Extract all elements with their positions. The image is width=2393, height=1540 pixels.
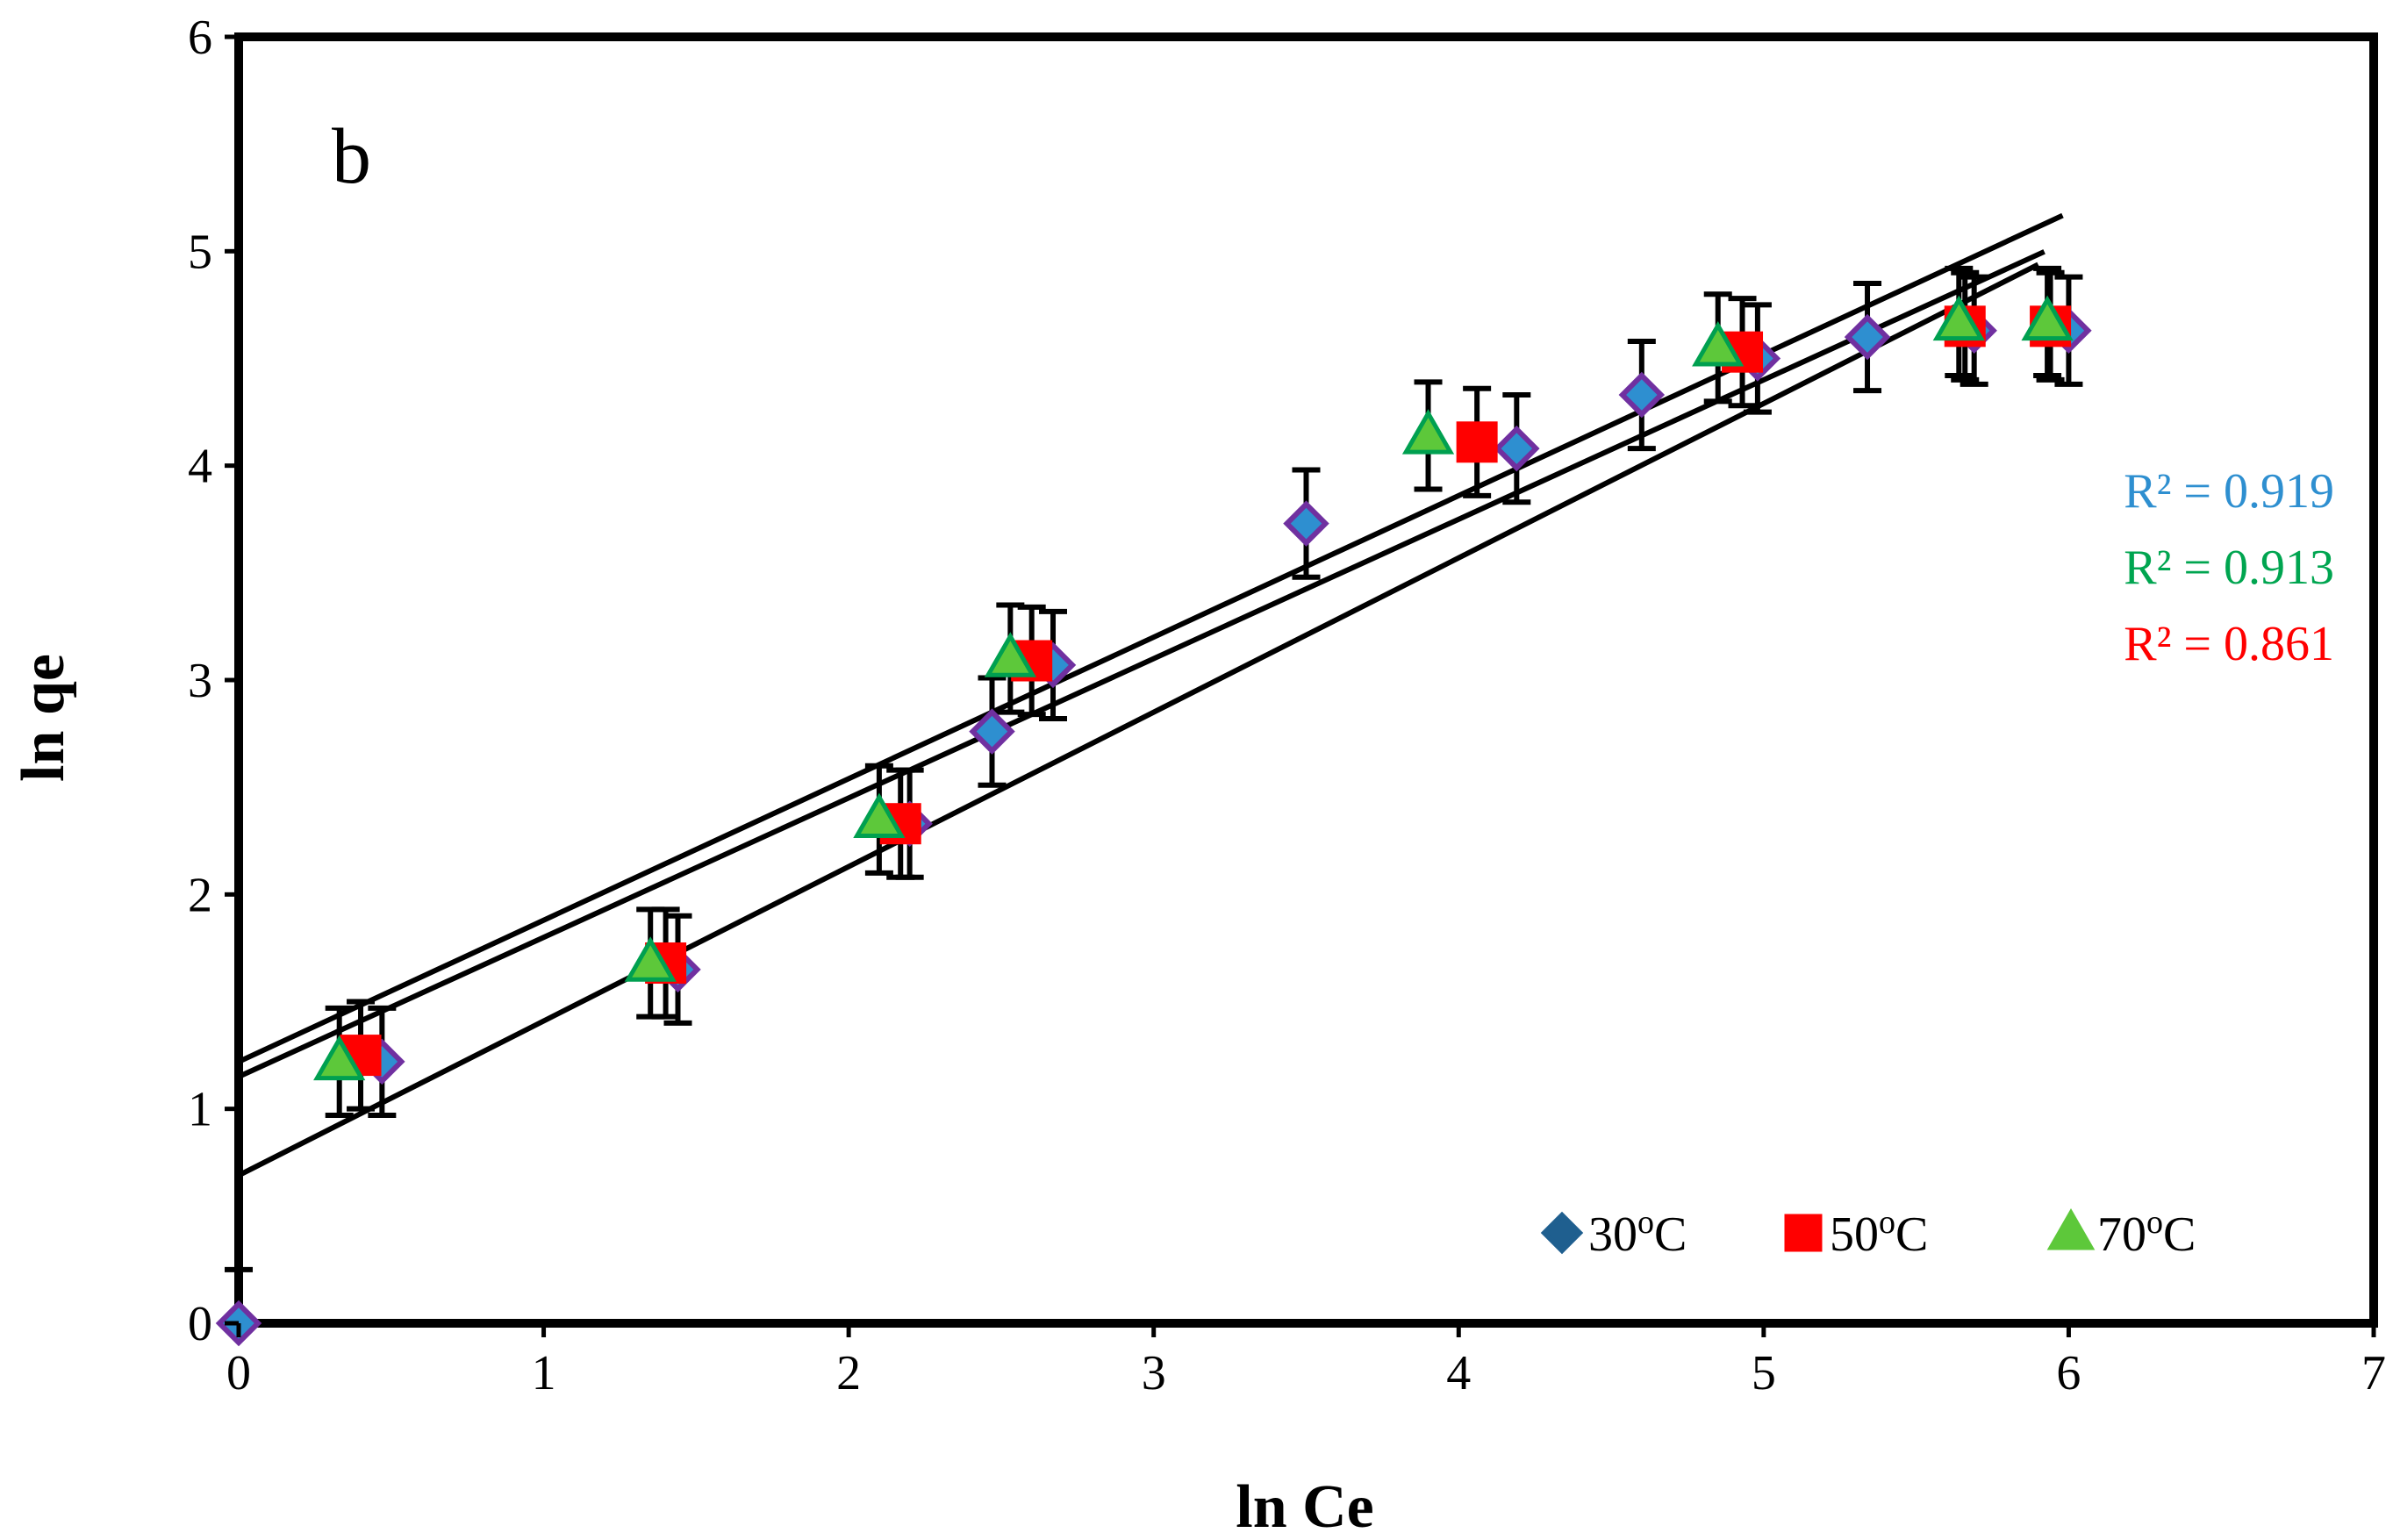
r2-labels: R² = 0.919 R² = 0.913 R² = 0.861 xyxy=(2124,464,2334,671)
legend-label: 30oC xyxy=(1588,1204,1687,1262)
x-tick-label: 3 xyxy=(1142,1346,1166,1400)
x-tick-label: 2 xyxy=(836,1346,861,1400)
legend-label: 70oC xyxy=(2097,1204,2196,1262)
data-point-triangle xyxy=(1932,295,1985,341)
y-tick-label: 3 xyxy=(188,654,212,708)
data-markers xyxy=(215,295,2092,1347)
data-point-diamond xyxy=(969,708,1015,755)
trendline xyxy=(237,261,2040,1178)
y-tick-label: 1 xyxy=(188,1083,212,1137)
legend-label-degree: o xyxy=(2146,1204,2163,1241)
y-tick-label: 5 xyxy=(188,225,212,279)
error-bars xyxy=(225,265,2083,1323)
data-point-triangle xyxy=(1692,320,1745,367)
x-axis-title: ln Ce xyxy=(1236,1473,1374,1540)
legend-label-degree: o xyxy=(1879,1204,1895,1241)
data-point-diamond xyxy=(1494,425,1540,472)
legend-label-value: 70 xyxy=(2097,1207,2146,1262)
data-point-diamond xyxy=(1618,371,1666,419)
data-point-square xyxy=(1456,421,1498,463)
data-point-triangle xyxy=(624,936,677,982)
y-tick-label: 4 xyxy=(188,440,212,494)
data-point-diamond xyxy=(1283,500,1329,547)
legend-label-value: 50 xyxy=(1830,1207,1879,1262)
panel-label: b xyxy=(332,113,371,200)
y-tick-label: 2 xyxy=(188,868,212,922)
x-tick-label: 4 xyxy=(1446,1346,1471,1400)
x-tick-label: 0 xyxy=(226,1346,251,1400)
legend-label-unit: C xyxy=(1895,1207,1928,1262)
legend-label-unit: C xyxy=(2163,1207,2196,1262)
legend-label: 50oC xyxy=(1830,1204,1928,1262)
data-point-triangle xyxy=(853,792,906,839)
legend-label-unit: C xyxy=(1654,1207,1687,1262)
legend: 30oC 50oC 70oC xyxy=(1540,1204,2196,1262)
legend-label-degree: o xyxy=(1637,1204,1654,1241)
x-tick-label: 5 xyxy=(1752,1346,1776,1400)
data-point-triangle xyxy=(984,632,1036,677)
data-point-triangle xyxy=(2021,295,2074,341)
y-tick-label: 6 xyxy=(188,11,212,65)
x-tick-label: 7 xyxy=(2361,1346,2386,1400)
y-tick-label: 0 xyxy=(188,1297,212,1351)
data-point-triangle xyxy=(1401,409,1455,455)
r2-label: R² = 0.919 xyxy=(2124,464,2334,519)
legend-marker-square xyxy=(1784,1214,1823,1252)
data-point-triangle xyxy=(313,1035,366,1081)
x-tick-label: 1 xyxy=(532,1346,556,1400)
legend-label-value: 30 xyxy=(1588,1207,1637,1262)
x-tick-label: 6 xyxy=(2056,1346,2081,1400)
y-axis-title: ln qe xyxy=(10,654,77,782)
r2-label: R² = 0.861 xyxy=(2124,617,2334,671)
legend-marker-triangle xyxy=(2046,1207,2096,1250)
data-point-diamond xyxy=(1844,313,1891,361)
legend-marker-diamond xyxy=(1540,1211,1584,1255)
r2-label: R² = 0.913 xyxy=(2124,541,2334,595)
